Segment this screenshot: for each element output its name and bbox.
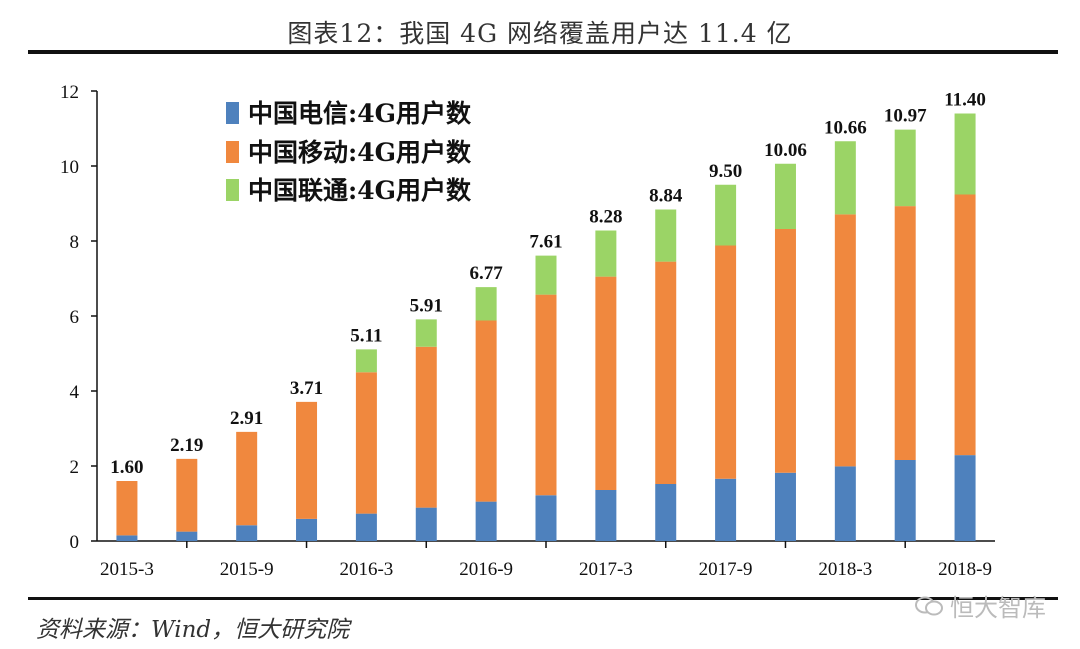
bar-segment-mobile	[475, 320, 497, 502]
bar-segment-mobile	[834, 214, 856, 467]
bar-segment-mobile	[774, 229, 796, 473]
y-tick-label: 6	[70, 307, 80, 328]
bar-segment-telecom	[236, 525, 258, 541]
bar-segment-mobile	[176, 458, 198, 532]
bar-segment-unicom	[774, 163, 796, 229]
legend-swatch-telecom	[226, 102, 239, 124]
total-data-label: 8.84	[649, 186, 683, 207]
total-data-label: 2.19	[170, 435, 203, 456]
bar-segment-unicom	[355, 349, 377, 373]
bar-segment-mobile	[894, 206, 916, 460]
x-tick-label: 2015-9	[220, 559, 274, 580]
bar-segment-unicom	[715, 184, 737, 246]
bar-segment-mobile	[415, 346, 437, 508]
x-tick-label: 2015-3	[100, 559, 154, 580]
y-tick-label: 8	[70, 232, 80, 253]
total-data-label: 10.97	[884, 106, 927, 127]
x-tick-label: 2016-3	[339, 559, 393, 580]
top-rule	[28, 50, 1058, 54]
total-data-label: 5.91	[410, 295, 443, 316]
bar-segment-unicom	[894, 129, 916, 207]
bar-segment-unicom	[595, 230, 617, 277]
x-tick-label: 2017-9	[699, 559, 753, 580]
total-data-label: 5.11	[350, 325, 382, 346]
bar-segment-telecom	[415, 507, 437, 541]
legend-label-telecom: 中国电信:4G用户数	[248, 99, 472, 128]
bar-segment-mobile	[116, 481, 138, 536]
source-note: 资料来源：Wind，恒大研究院	[36, 617, 350, 643]
bar-segment-mobile	[715, 245, 737, 479]
bar-segment-telecom	[954, 455, 976, 541]
y-tick-label: 4	[70, 382, 80, 403]
legend-swatch-mobile	[226, 141, 239, 163]
bar-segment-unicom	[415, 319, 437, 347]
bar-segment-mobile	[954, 194, 976, 456]
bar-segment-mobile	[296, 401, 318, 519]
bar-segment-telecom	[595, 490, 617, 541]
bar-segment-unicom	[535, 255, 557, 295]
wechat-icon	[915, 596, 943, 615]
bar-segment-telecom	[296, 518, 318, 541]
x-tick-label: 2018-3	[818, 559, 872, 580]
bar-segment-telecom	[715, 478, 737, 541]
y-tick-label: 2	[70, 457, 80, 478]
stacked-bar-chart: 0 2 4 6 8 10 12 2015-3 2015-9 2016-3 2016-9 2017-3 2…	[60, 82, 995, 580]
bar-segment-telecom	[176, 531, 198, 541]
bar-segment-telecom	[834, 466, 856, 541]
y-tick-label: 0	[70, 532, 80, 553]
bar-segment-mobile	[236, 431, 258, 526]
bar-segment-telecom	[774, 472, 796, 541]
bar-segment-mobile	[355, 372, 377, 514]
total-data-label: 2.91	[230, 408, 263, 429]
total-data-label: 3.71	[290, 378, 323, 399]
chart-title: 图表12：我国 4G 网络覆盖用户达 11.4 亿	[287, 19, 793, 48]
x-tick-label: 2016-9	[459, 559, 513, 580]
x-tick-label: 2017-3	[579, 559, 633, 580]
total-data-label: 10.06	[764, 140, 807, 161]
bar-segment-unicom	[954, 113, 976, 195]
total-data-label: 7.61	[529, 232, 562, 253]
bottom-rule	[28, 597, 1058, 600]
bar-segment-telecom	[475, 501, 497, 541]
y-tick-label: 12	[60, 82, 79, 103]
watermark-text: 恒大智库	[950, 594, 1046, 622]
total-data-label: 10.66	[824, 117, 867, 138]
total-data-label: 9.50	[709, 161, 742, 182]
bar-segment-telecom	[894, 460, 916, 541]
bar-segment-telecom	[535, 495, 557, 541]
bar-segment-telecom	[355, 513, 377, 541]
bar-segment-unicom	[475, 287, 497, 321]
total-data-label: 11.40	[944, 90, 986, 111]
plot-area: 0 2 4 6 8 10 12 2015-3 2015-9 2016-3 2016-9 2017-3 2…	[60, 82, 995, 580]
bar-segment-telecom	[116, 535, 138, 541]
bar-segment-unicom	[655, 209, 677, 262]
legend-label-mobile: 中国移动:4G用户数	[248, 138, 472, 167]
total-data-label: 6.77	[470, 263, 504, 284]
total-data-label: 1.60	[110, 457, 143, 478]
bar-segment-mobile	[655, 261, 677, 484]
y-tick-label: 10	[60, 157, 79, 178]
bar-segment-unicom	[834, 141, 856, 215]
legend-swatch-unicom	[226, 179, 239, 201]
x-tick-label: 2018-9	[938, 559, 992, 580]
bar-segment-mobile	[595, 276, 617, 490]
watermark: 恒大智库	[914, 588, 1046, 623]
bar-segment-telecom	[655, 484, 677, 541]
bar-segment-mobile	[535, 294, 557, 496]
legend-label-unicom: 中国联通:4G用户数	[248, 176, 472, 205]
total-data-label: 8.28	[589, 207, 622, 228]
